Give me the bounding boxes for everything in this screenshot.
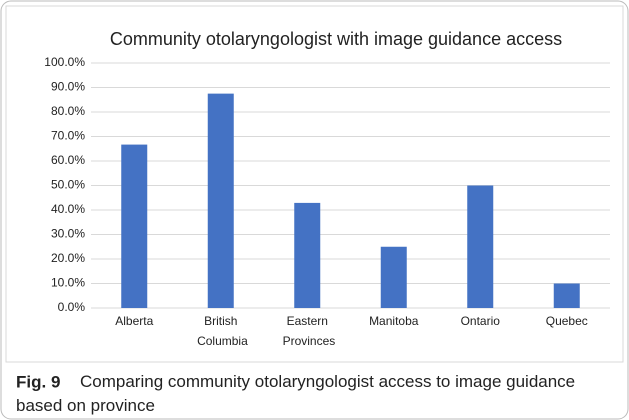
x-tick-label: Quebec [546,314,588,328]
y-tick-label: 40.0% [51,202,85,216]
chart-title: Community otolaryngologist with image gu… [110,29,562,49]
y-tick-label: 60.0% [51,153,85,167]
x-tick-label: Ontario [461,314,501,328]
y-tick-label: 100.0% [44,55,85,69]
x-tick-label: Manitoba [369,314,419,328]
y-tick-label: 70.0% [51,129,85,143]
chart-frame [5,5,624,363]
bar [553,283,580,308]
bar [121,144,148,308]
x-tick-label: Alberta [115,314,153,328]
y-tick-label: 80.0% [51,104,85,118]
caption-text: Comparing community otolaryngologist acc… [16,372,575,415]
bar [207,93,234,308]
y-tick-label: 10.0% [51,276,85,290]
bar [467,185,494,308]
x-tick-label: British Columbia [194,314,248,348]
caption-label: Fig. 9 [16,372,60,391]
y-tick-label: 20.0% [51,251,85,265]
bar [380,246,407,308]
y-tick-label: 0.0% [58,300,86,314]
x-tick-label: Eastern Provinces [279,314,335,348]
bar [294,202,321,308]
y-tick-label: 90.0% [51,80,85,94]
y-tick-label: 50.0% [51,178,85,192]
y-tick-label: 30.0% [51,227,85,241]
